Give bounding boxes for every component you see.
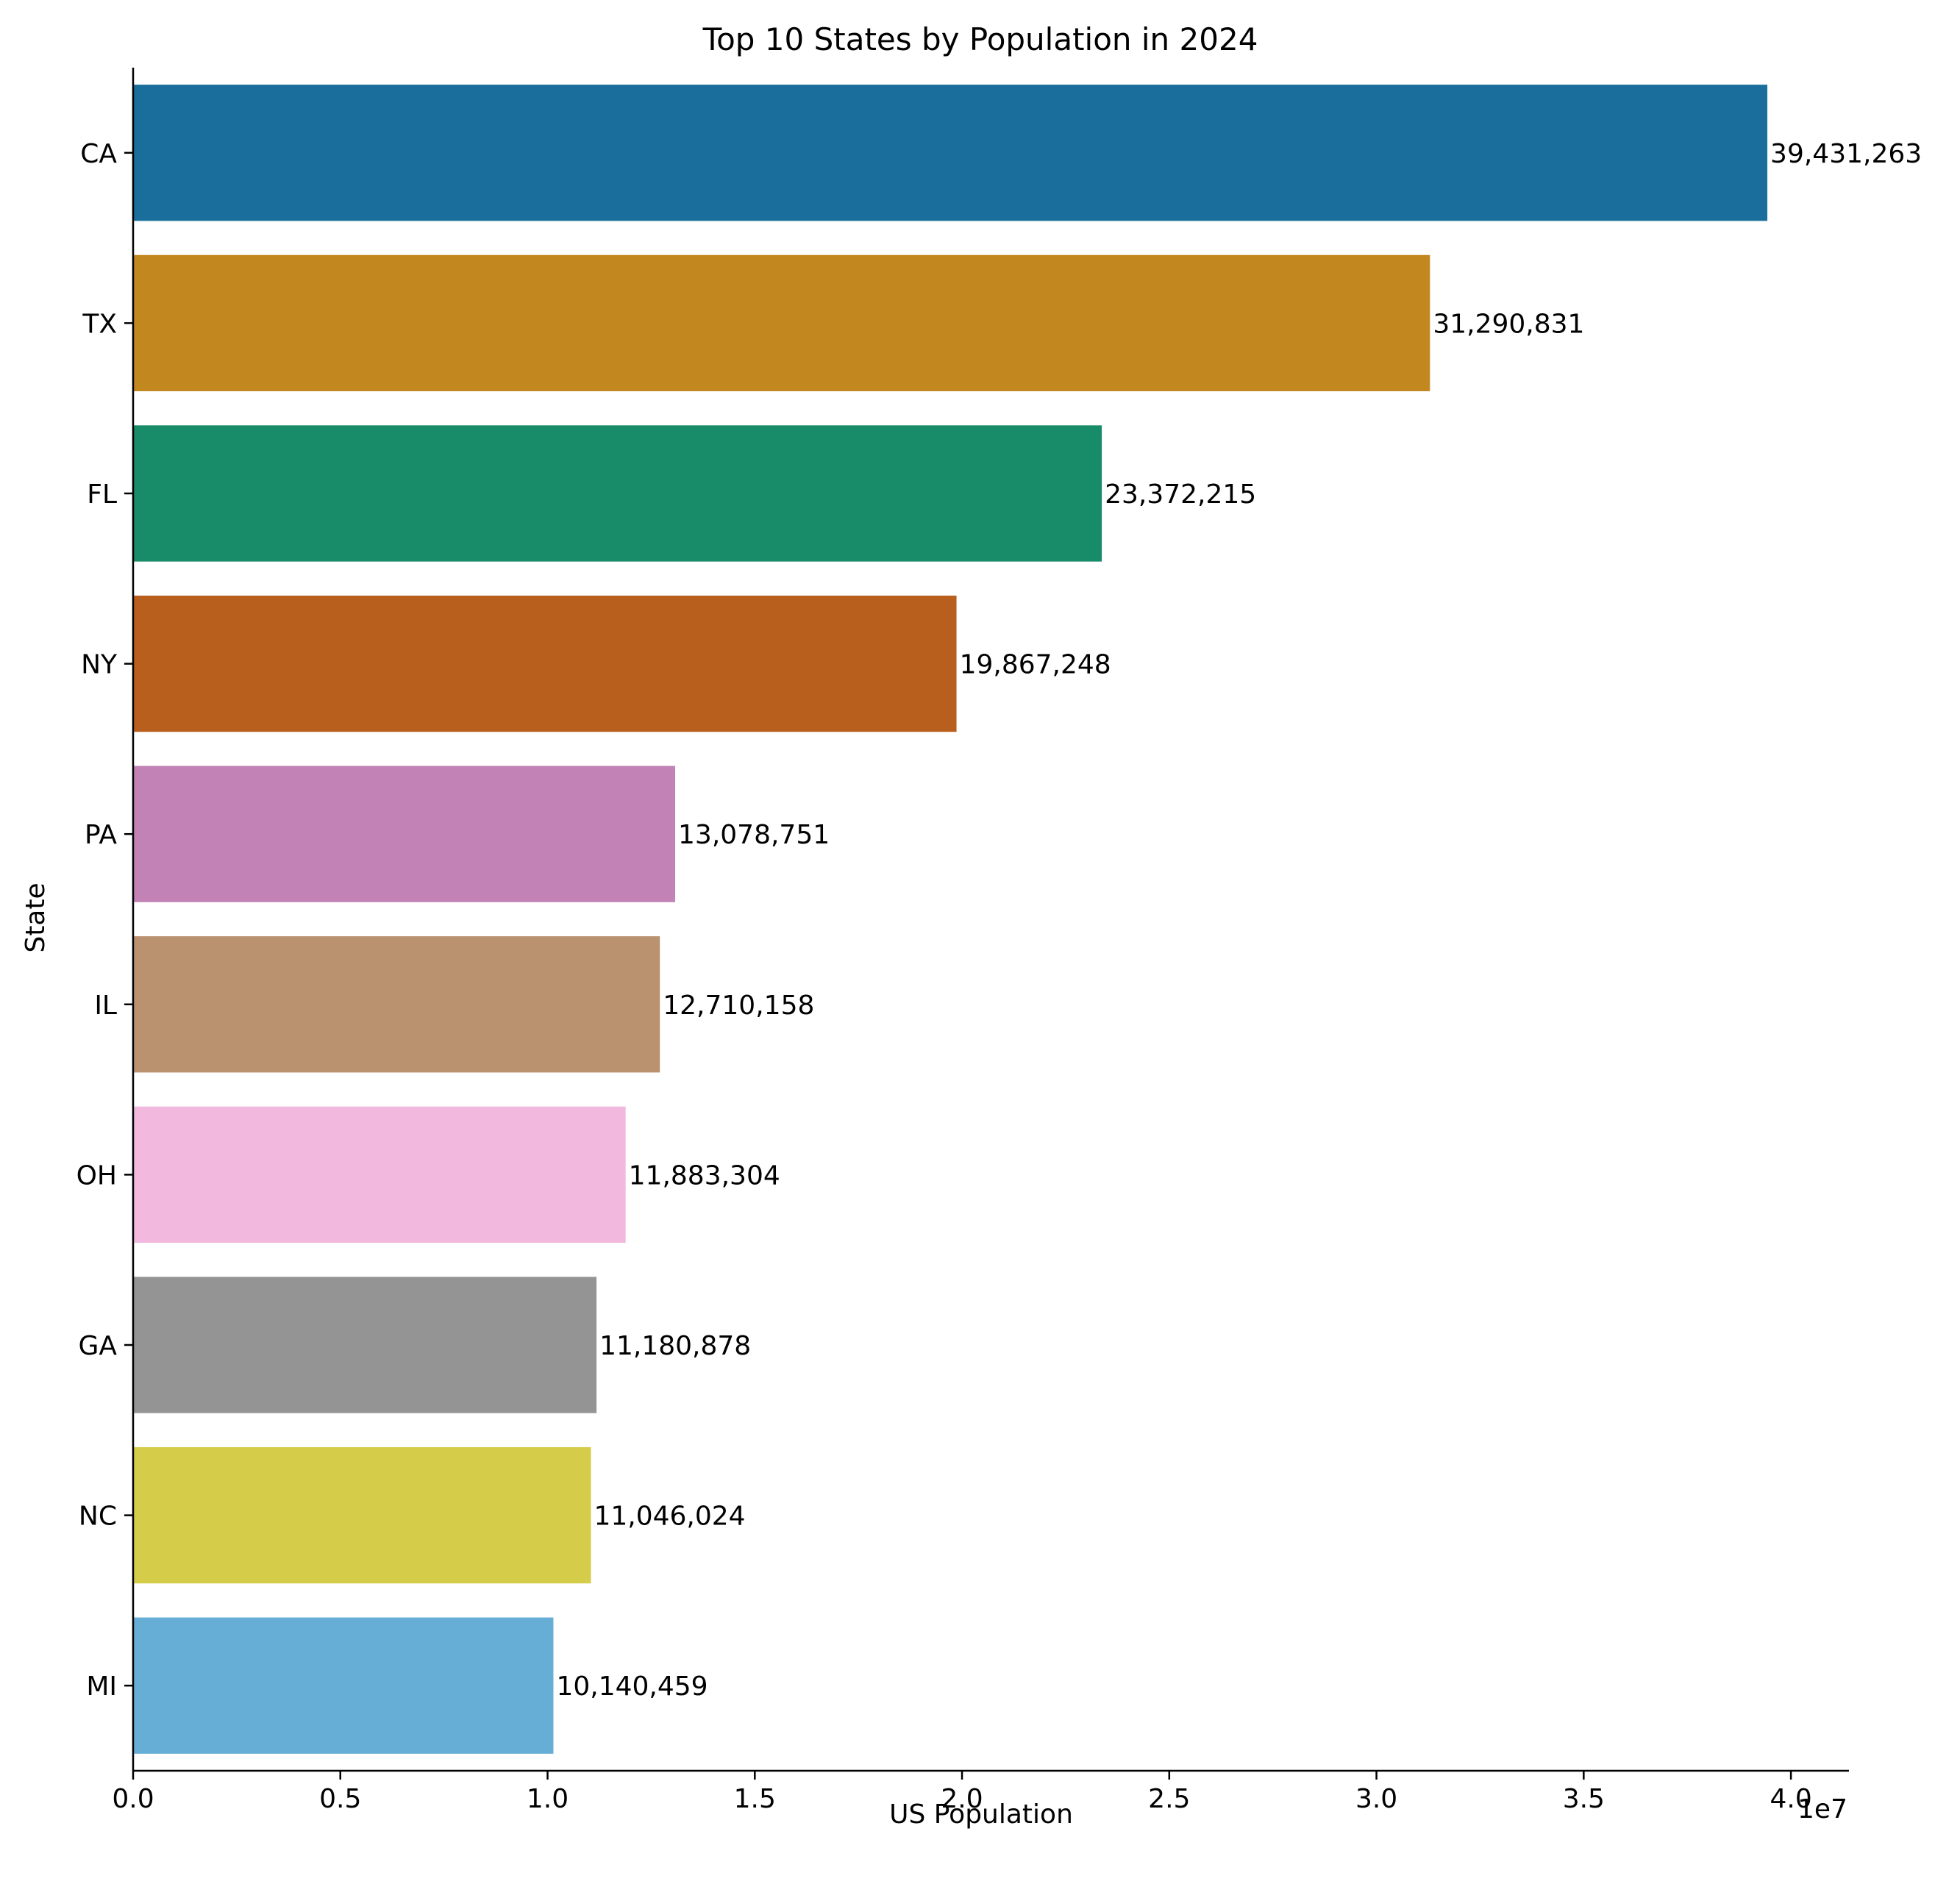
y-tick-label-ca: CA [80,139,117,169]
bar-ny [133,595,957,732]
y-tick-label-ny: NY [81,650,118,680]
chart-title: Top 10 States by Population in 2024 [702,21,1258,57]
x-axis: 0.0 0.5 1.0 1.5 2.0 2.5 3.0 3.5 4.0 [112,1769,1849,1814]
value-label-il: 12,710,158 [663,991,814,1021]
value-labels-layer: 39,431,263 31,290,831 23,372,215 19,867,248… [556,139,1922,1702]
x-axis-label: US Population [889,1799,1073,1830]
bar-fl [133,425,1102,562]
value-label-oh: 11,883,304 [629,1160,780,1191]
x-tick-label: 1.0 [527,1784,569,1814]
x-tick-label: 2.5 [1148,1784,1190,1814]
y-tick-label-ga: GA [78,1331,117,1361]
value-label-fl: 23,372,215 [1105,479,1256,510]
y-tick-label-oh: OH [76,1160,117,1191]
value-label-pa: 13,078,751 [678,820,830,850]
y-tick-label-mi: MI [86,1671,117,1702]
x-tick-label: 3.0 [1355,1784,1397,1814]
value-label-ca: 39,431,263 [1770,139,1922,169]
value-label-tx: 31,290,831 [1433,309,1584,339]
bar-mi [133,1617,554,1754]
x-axis-offset-label: 1e7 [1797,1794,1847,1824]
bar-pa [133,766,676,902]
y-tick-label-tx: TX [82,309,117,339]
bar-ga [133,1277,597,1413]
bar-ca [133,85,1768,221]
x-tick-label: 0.5 [319,1784,361,1814]
y-axis-label: State [21,882,51,952]
bars-layer [133,85,1768,1754]
bar-tx [133,254,1430,392]
value-label-nc: 11,046,024 [594,1502,745,1532]
bar-il [133,936,660,1073]
x-tick-label: 4.0 [1770,1784,1811,1814]
value-label-mi: 10,140,459 [556,1671,708,1702]
bar-nc [133,1446,591,1584]
value-label-ga: 11,180,878 [599,1331,751,1361]
y-tick-label-nc: NC [79,1502,117,1532]
x-tick-label: 3.5 [1563,1784,1605,1814]
y-tick-label-fl: FL [87,479,117,510]
bar-oh [133,1106,626,1243]
value-label-ny: 19,867,248 [960,650,1111,680]
x-tick-label: 2.0 [941,1784,983,1814]
x-tick-label: 1.5 [734,1784,776,1814]
y-tick-label-pa: PA [85,820,117,850]
x-tick-label: 0.0 [112,1784,154,1814]
y-axis: CA TX FL NY PA IL OH GA NC MI [76,68,135,1771]
y-tick-label-il: IL [94,991,117,1021]
